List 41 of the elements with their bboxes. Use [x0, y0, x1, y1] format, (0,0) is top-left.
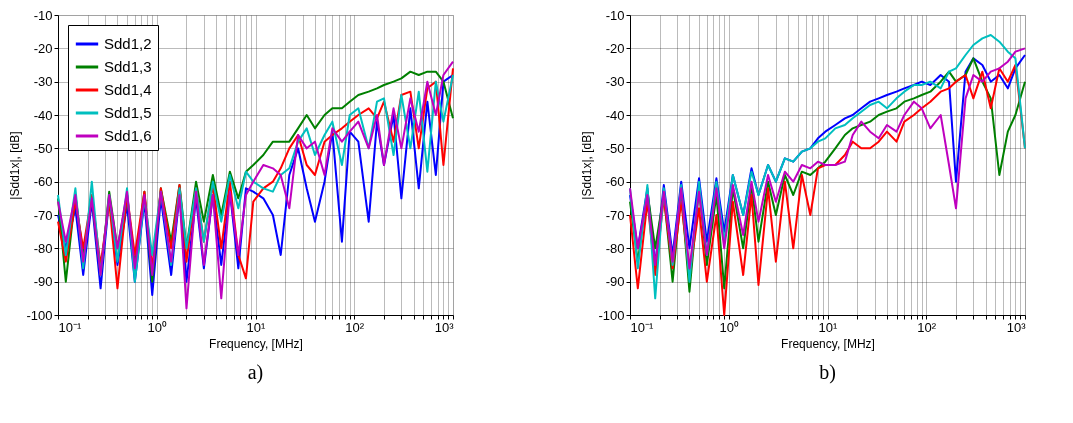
y-tick-label: -40 [33, 107, 53, 123]
y-tick-label: -20 [33, 40, 53, 56]
y-tick-label: -70 [605, 207, 625, 223]
y-tick-label: -90 [33, 274, 53, 290]
x-tick-label: 10⁰ [147, 319, 167, 335]
y-tick-label: -90 [605, 274, 625, 290]
legend-label: Sdd1,6 [104, 127, 152, 144]
x-tick-label: 10³ [434, 319, 455, 335]
y-tick-label: -50 [33, 140, 53, 156]
x-tick-label: 10³ [1006, 319, 1027, 335]
y-tick-label: -60 [33, 174, 53, 190]
x-axis-title: Frequency, [MHz] [209, 336, 303, 351]
legend-label: Sdd1,5 [104, 104, 152, 121]
x-tick-label: 10¹ [818, 319, 839, 335]
legend-label: Sdd1,4 [104, 81, 152, 98]
x-axis-title: Frequency, [MHz] [781, 336, 875, 351]
y-tick-label: -100 [598, 307, 625, 323]
x-tick-label: 10⁻¹ [630, 319, 654, 335]
y-tick-label: -70 [33, 207, 53, 223]
y-tick-label: -10 [33, 7, 53, 23]
y-tick-label: -50 [605, 140, 625, 156]
y-tick-label: -80 [605, 240, 625, 256]
y-tick-label: -40 [605, 107, 625, 123]
y-tick-label: -80 [33, 240, 53, 256]
y-tick-label: -60 [605, 174, 625, 190]
x-tick-label: 10⁰ [719, 319, 739, 335]
y-tick-label: -30 [33, 74, 53, 90]
y-tick-label: -30 [605, 74, 625, 90]
y-tick-label: -20 [605, 40, 625, 56]
legend-label: Sdd1,3 [104, 58, 152, 75]
x-tick-label: 10² [917, 319, 937, 335]
text: b) [819, 361, 836, 384]
y-tick-label: -10 [605, 7, 625, 23]
x-tick-label: 10⁻¹ [58, 319, 82, 335]
y-axis-title: |Sdd1x|, [dB] [8, 131, 23, 200]
text: a) [247, 361, 264, 384]
y-axis-title: |Sdd1x|, [dB] [580, 131, 595, 200]
x-tick-label: 10² [345, 319, 365, 335]
y-tick-label: -100 [26, 307, 53, 323]
legend-label: Sdd1,2 [104, 35, 152, 52]
x-tick-label: 10¹ [246, 319, 267, 335]
